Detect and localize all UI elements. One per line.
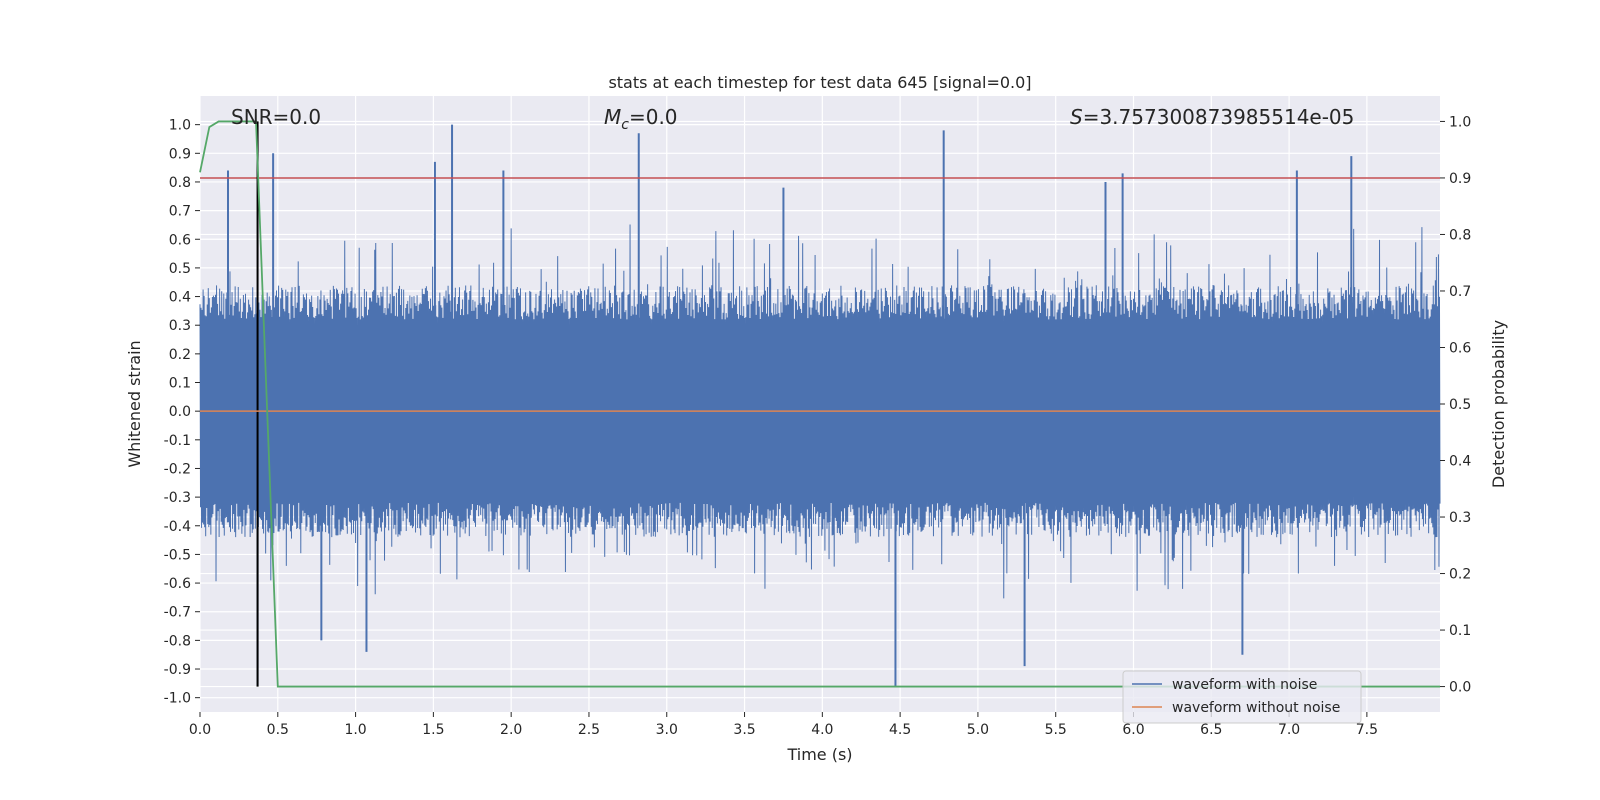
annotation-snr: SNR=0.0 — [231, 105, 321, 129]
x-tick-label: 7.0 — [1278, 722, 1300, 738]
y-right-tick-label: 0.5 — [1449, 397, 1471, 413]
y-left-tick-label: 0.5 — [169, 261, 191, 277]
y-right-tick-label: 0.4 — [1449, 454, 1471, 470]
annotation-snr-stat: S=3.757300873985514e-05 — [1070, 105, 1354, 129]
y-left-tick-label: -0.2 — [164, 461, 191, 477]
y-left-tick-label: -0.9 — [164, 662, 191, 678]
x-tick-label: 1.5 — [422, 722, 444, 738]
y-right-tick-label: 1.0 — [1449, 114, 1471, 130]
y-right-tick-label: 0.6 — [1449, 340, 1471, 356]
y-left-tick-label: -0.4 — [164, 519, 191, 535]
y-left-tick-label: -0.7 — [164, 605, 191, 621]
x-tick-label: 2.5 — [578, 722, 600, 738]
x-tick-label: 0.0 — [189, 722, 211, 738]
annotation-mc-symbol: M — [604, 105, 621, 129]
y-left-tick-label: 0.4 — [169, 290, 191, 306]
y-left-tick-label: 0.2 — [169, 347, 191, 363]
x-tick-label: 4.5 — [889, 722, 911, 738]
y-left-tick-label: -1.0 — [164, 691, 191, 707]
annotation-mc-subscript: c — [621, 117, 629, 133]
y-right-tick-label: 0.8 — [1449, 227, 1471, 243]
legend-label-clean: waveform without noise — [1172, 700, 1340, 716]
y-left-tick-label: 0.1 — [169, 376, 191, 392]
series-lines — [199, 120, 1440, 688]
x-tick-label: 5.0 — [967, 722, 989, 738]
y-right-tick-label: 0.3 — [1449, 510, 1471, 526]
y-left-tick-label: 0.3 — [169, 318, 191, 334]
y-left-tick-label: -0.8 — [164, 633, 191, 649]
x-tick-label: 3.5 — [733, 722, 755, 738]
y-right-tick-label: 0.9 — [1449, 171, 1471, 187]
y-left-tick-label: 0.0 — [169, 404, 191, 420]
annotation-chirp-mass: Mc=0.0 — [604, 105, 678, 133]
y-right-tick-label: 0.0 — [1449, 680, 1471, 696]
y-right-tick-label: 0.1 — [1449, 623, 1471, 639]
x-tick-label: 7.5 — [1356, 722, 1378, 738]
x-tick-label: 6.0 — [1122, 722, 1144, 738]
legend-box — [1122, 670, 1362, 724]
y-left-tick-label: 0.7 — [169, 204, 191, 220]
x-tick-label: 2.0 — [500, 722, 522, 738]
y-right-tick-label: 0.7 — [1449, 284, 1471, 300]
y-left-tick-label: 1.0 — [169, 118, 191, 134]
y-left-tick-label: -0.5 — [164, 547, 191, 563]
y-axis-label-left: Whitened strain — [125, 340, 144, 467]
x-axis-label: Time (s) — [786, 745, 852, 764]
axis-ticks: 0.0 0.5 1.0 1.5 2.0 2.5 3.0 3.5 4.0 4.5 5.0 5.5 6.0 6… — [164, 114, 1472, 738]
annotation-s-value: =3.757300873985514e-05 — [1083, 105, 1355, 129]
detection-probability-line — [199, 120, 1440, 688]
x-tick-label: 5.5 — [1045, 722, 1067, 738]
annotation-mc-value: =0.0 — [629, 105, 678, 129]
y-right-tick-label: 0.2 — [1449, 567, 1471, 583]
x-tick-label: 0.5 — [267, 722, 289, 738]
y-left-tick-label: 0.8 — [169, 175, 191, 191]
x-tick-label: 3.0 — [656, 722, 678, 738]
y-left-tick-label: -0.3 — [164, 490, 191, 506]
y-left-tick-label: -0.6 — [164, 576, 191, 592]
y-axis-label-right: Detection probability — [1489, 320, 1508, 488]
reference-lines — [200, 121, 1440, 687]
annotation-s-symbol: S — [1070, 105, 1083, 129]
y-left-tick-label: -0.1 — [164, 433, 191, 449]
legend-label-noise: waveform with noise — [1172, 677, 1317, 693]
noise-line — [199, 224, 1441, 599]
legend: waveform with noise waveform without noi… — [1122, 670, 1362, 724]
x-tick-label: 1.0 — [344, 722, 366, 738]
chart-title: stats at each timestep for test data 645… — [608, 73, 1031, 92]
x-tick-label: 6.5 — [1200, 722, 1222, 738]
y-left-tick-label: 0.6 — [169, 232, 191, 248]
y-left-tick-label: 0.9 — [169, 146, 191, 162]
x-tick-label: 4.0 — [811, 722, 833, 738]
